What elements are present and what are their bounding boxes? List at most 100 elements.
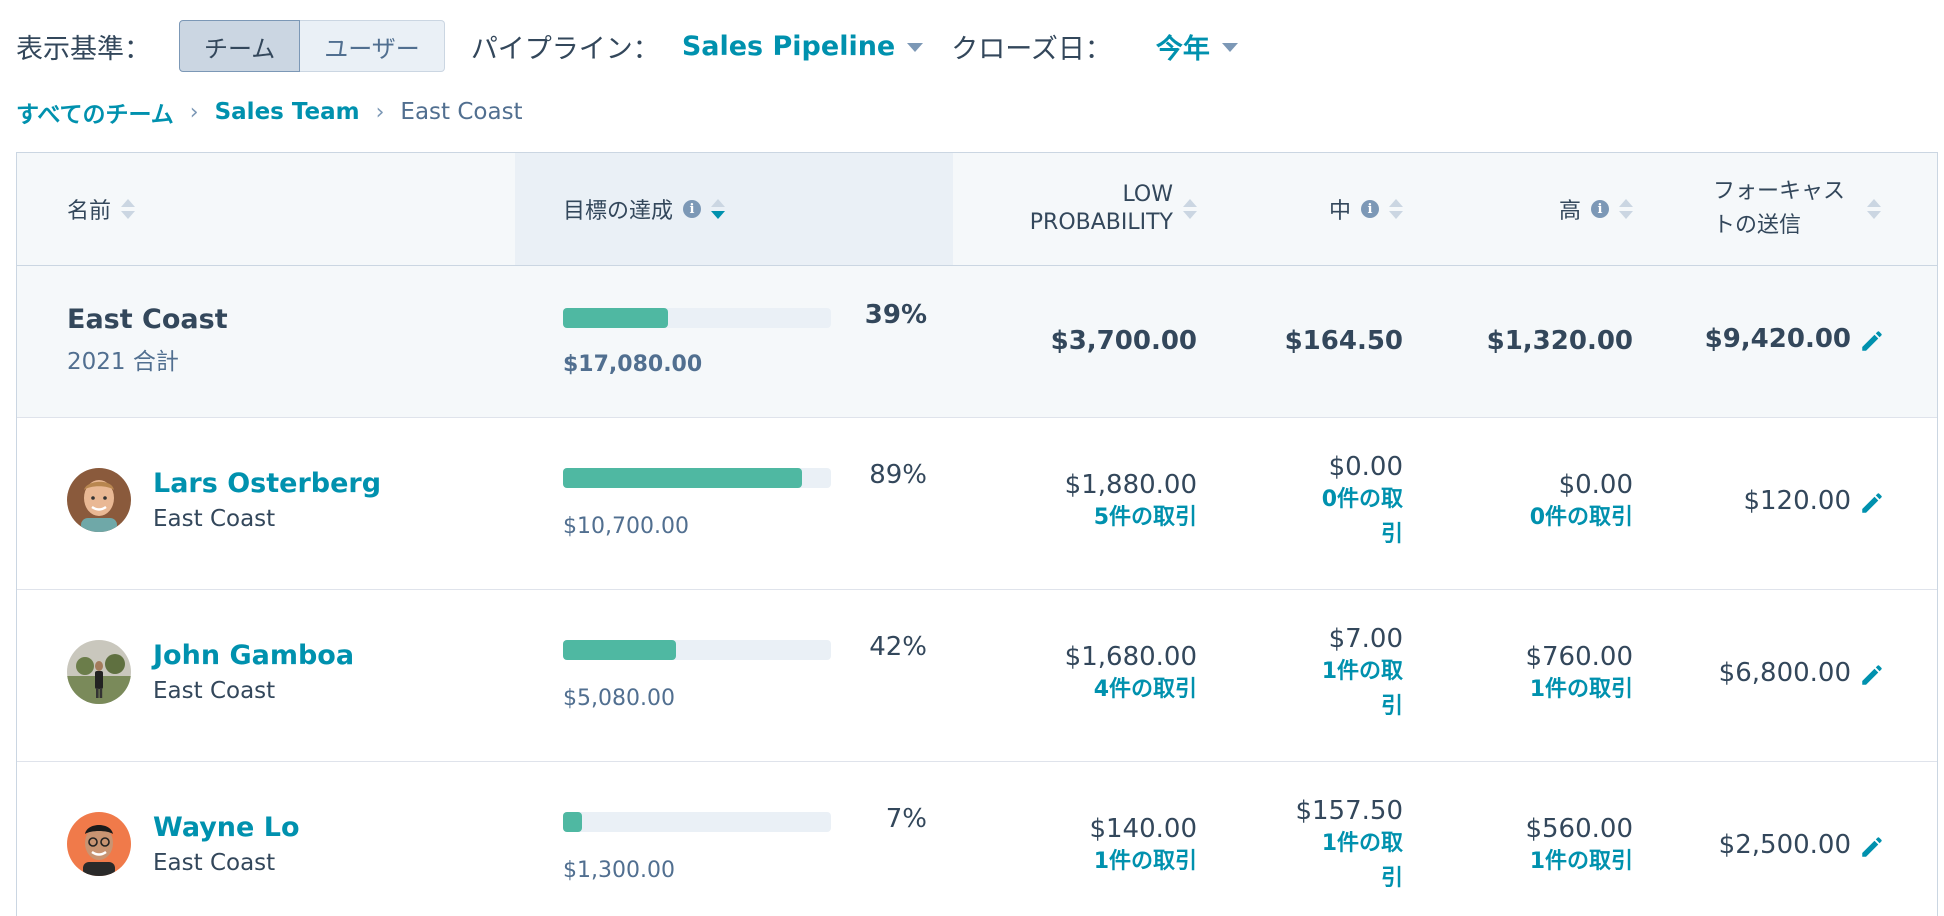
sort-icon <box>1619 199 1633 219</box>
forecast-amount: $120.00 <box>1743 486 1851 516</box>
column-header-goal[interactable]: 目標の達成 i <box>563 153 726 265</box>
goal-percent: 42% <box>869 632 927 662</box>
rep-name-link[interactable]: John Gamboa <box>153 640 355 671</box>
low-probability-deals-link[interactable]: 1件の取引 <box>1093 849 1197 874</box>
mid-cell: $7.00 1件の取 引 <box>1217 624 1403 724</box>
view-by-label: 表示基準： <box>16 33 151 65</box>
goal-percent: 39% <box>864 300 927 330</box>
goal-amount: $5,080.00 <box>563 686 675 711</box>
sort-icon <box>1867 199 1882 219</box>
mid-amount: $157.50 <box>1295 796 1403 826</box>
rep-name-link[interactable]: Wayne Lo <box>153 812 300 843</box>
high-cell: $760.00 1件の取引 <box>1427 642 1633 707</box>
chevron-down-icon <box>1221 43 1238 52</box>
pipeline-dropdown[interactable]: Sales Pipeline <box>681 30 924 62</box>
pencil-icon[interactable] <box>1859 662 1885 688</box>
mid-amount: $164.50 <box>1284 326 1403 356</box>
rep-name-link[interactable]: Lars Osterberg <box>153 468 382 499</box>
goal-percent: 7% <box>885 804 927 834</box>
high-amount: $760.00 <box>1525 642 1633 672</box>
high-cell: $0.00 0件の取引 <box>1427 470 1633 535</box>
team-toggle-button[interactable]: チーム <box>179 20 301 72</box>
info-icon[interactable]: i <box>1361 200 1379 218</box>
low-probability-deals-link[interactable]: 5件の取引 <box>1093 505 1197 530</box>
column-header-low-probability[interactable]: LOW PROBABILITY <box>977 181 1197 237</box>
forecast-table: 名前 目標の達成 i LOW PROBABILITY 中 i 高 i <box>16 152 1938 916</box>
high-amount: $560.00 <box>1525 814 1633 844</box>
team-total-label: 2021 合計 <box>67 349 179 375</box>
goal-progress-bar <box>563 468 831 488</box>
view-toggle: チーム ユーザー <box>179 20 445 72</box>
mid-cell: $157.50 1件の取 引 <box>1217 796 1403 896</box>
rep-team: East Coast <box>153 506 276 532</box>
table-header: 名前 目標の達成 i LOW PROBABILITY 中 i 高 i <box>17 153 1937 266</box>
table-row: John Gamboa East Coast 42% $5,080.00 $1,… <box>17 590 1937 762</box>
close-date-value: 今年 <box>1155 33 1210 65</box>
pencil-icon[interactable] <box>1859 328 1885 354</box>
goal-progress-fill <box>563 640 676 660</box>
table-row: Lars Osterberg East Coast 89% $10,700.00… <box>17 418 1937 590</box>
high-amount: $0.00 <box>1558 470 1633 500</box>
mid-amount: $7.00 <box>1328 624 1403 654</box>
mid-deals-link[interactable]: 0件の取 引 <box>1321 487 1403 547</box>
rep-team: East Coast <box>153 850 276 876</box>
sort-descending-icon <box>711 199 726 219</box>
goal-amount: $17,080.00 <box>563 352 703 377</box>
goal-amount: $1,300.00 <box>563 858 675 883</box>
low-probability-deals-link[interactable]: 4件の取引 <box>1093 677 1197 702</box>
high-deals-link[interactable]: 0件の取引 <box>1529 505 1633 530</box>
mid-deals-link[interactable]: 1件の取 引 <box>1321 659 1403 719</box>
forecast-amount: $6,800.00 <box>1718 658 1851 688</box>
pencil-icon[interactable] <box>1859 490 1885 516</box>
high-cell: $560.00 1件の取引 <box>1427 814 1633 879</box>
low-probability-amount: $1,680.00 <box>1064 642 1197 672</box>
high-deals-link[interactable]: 1件の取引 <box>1529 677 1633 702</box>
breadcrumb-sales-team[interactable]: Sales Team <box>214 99 360 125</box>
sorted-column-highlight <box>515 153 953 265</box>
low-probability-cell: $1,880.00 5件の取引 <box>977 470 1197 535</box>
low-probability-amount: $140.00 <box>1089 814 1197 844</box>
column-header-name[interactable]: 名前 <box>67 153 136 265</box>
sort-icon <box>1183 199 1197 219</box>
column-header-forecast[interactable]: フォーキャス トの送信 <box>1713 177 1882 241</box>
pipeline-value: Sales Pipeline <box>681 30 896 62</box>
goal-progress-fill <box>563 468 802 488</box>
filter-bar: 表示基準： チーム ユーザー パイプライン： Sales Pipeline クロ… <box>16 20 1238 72</box>
goal-percent: 89% <box>869 460 927 490</box>
breadcrumb-all-teams[interactable]: すべてのチーム <box>16 102 174 128</box>
low-probability-cell: $1,680.00 4件の取引 <box>977 642 1197 707</box>
low-probability-amount: $1,880.00 <box>1064 470 1197 500</box>
forecast-amount: $2,500.00 <box>1718 830 1851 860</box>
goal-amount: $10,700.00 <box>563 514 689 539</box>
pencil-icon[interactable] <box>1859 834 1885 860</box>
avatar <box>67 640 131 704</box>
breadcrumb-current: East Coast <box>400 99 523 125</box>
mid-deals-link[interactable]: 1件の取 引 <box>1321 831 1403 891</box>
info-icon[interactable]: i <box>683 200 702 218</box>
goal-progress-fill <box>563 812 582 832</box>
info-icon[interactable]: i <box>1591 200 1609 218</box>
column-header-mid[interactable]: 中 i <box>1217 153 1403 265</box>
chevron-down-icon <box>907 43 924 52</box>
low-probability-cell: $140.00 1件の取引 <box>977 814 1197 879</box>
mid-cell: $0.00 0件の取 引 <box>1217 452 1403 552</box>
mid-amount: $0.00 <box>1328 452 1403 482</box>
avatar <box>67 468 131 532</box>
close-date-label: クローズ日： <box>951 33 1112 65</box>
pipeline-label: パイプライン： <box>470 33 660 65</box>
low-probability-amount: $3,700.00 <box>1050 326 1197 356</box>
avatar <box>67 812 131 876</box>
user-toggle-button[interactable]: ユーザー <box>300 20 445 72</box>
high-deals-link[interactable]: 1件の取引 <box>1529 849 1633 874</box>
sort-icon <box>1389 199 1403 219</box>
close-date-dropdown[interactable]: 今年 <box>1156 27 1238 66</box>
table-row: Wayne Lo East Coast 7% $1,300.00 $140.00… <box>17 762 1937 916</box>
forecast-amount: $9,420.00 <box>1704 324 1851 354</box>
goal-progress-bar <box>563 308 831 328</box>
column-header-high[interactable]: 高 i <box>1427 153 1633 265</box>
breadcrumb: すべてのチーム › Sales Team › East Coast <box>16 94 523 130</box>
chevron-right-icon: › <box>189 99 199 125</box>
sort-icon <box>121 199 136 219</box>
high-amount: $1,320.00 <box>1486 326 1633 356</box>
team-name: East Coast <box>67 304 228 335</box>
